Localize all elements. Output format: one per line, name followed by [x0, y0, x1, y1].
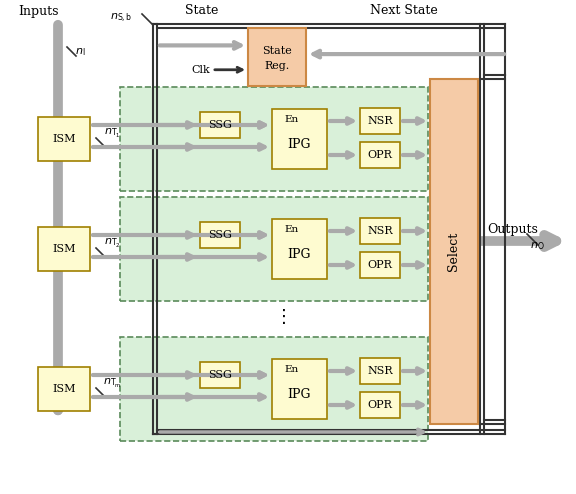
- Text: $n_\mathrm{I}$: $n_\mathrm{I}$: [75, 46, 85, 58]
- Text: SSG: SSG: [208, 370, 232, 380]
- Text: SSG: SSG: [208, 230, 232, 240]
- Text: State: State: [185, 4, 218, 17]
- Text: Next State: Next State: [370, 4, 438, 17]
- Bar: [120, 337, 428, 441]
- Text: $\vdots$: $\vdots$: [274, 306, 286, 326]
- Text: ISM: ISM: [52, 384, 76, 394]
- Text: $n_\mathrm{S,b}$: $n_\mathrm{S,b}$: [109, 11, 132, 25]
- Bar: [200, 222, 240, 248]
- Text: Select: Select: [448, 232, 460, 271]
- Text: En: En: [284, 224, 298, 234]
- Text: NSR: NSR: [367, 366, 393, 376]
- Text: IPG: IPG: [288, 388, 311, 402]
- Text: Reg.: Reg.: [264, 61, 290, 71]
- Bar: [360, 252, 400, 278]
- Text: IPG: IPG: [288, 138, 311, 152]
- Text: $n_{\mathrm{T_m}}$: $n_{\mathrm{T_m}}$: [103, 376, 122, 390]
- Bar: [272, 109, 327, 169]
- Bar: [200, 112, 240, 138]
- Text: OPR: OPR: [367, 400, 392, 410]
- Text: SSG: SSG: [208, 120, 232, 130]
- Text: ISM: ISM: [52, 134, 76, 144]
- Text: OPR: OPR: [367, 150, 392, 160]
- Text: Inputs: Inputs: [18, 5, 59, 18]
- Text: En: En: [284, 115, 298, 124]
- Text: NSR: NSR: [367, 116, 393, 126]
- Bar: [248, 28, 306, 86]
- Text: En: En: [284, 365, 298, 373]
- Bar: [430, 79, 478, 424]
- Text: $n_{\mathrm{T_2}}$: $n_{\mathrm{T_2}}$: [104, 237, 120, 249]
- Text: OPR: OPR: [367, 260, 392, 270]
- Bar: [272, 359, 327, 419]
- Bar: [38, 367, 90, 411]
- Text: NSR: NSR: [367, 226, 393, 236]
- Bar: [38, 227, 90, 271]
- Bar: [360, 108, 400, 134]
- Bar: [360, 142, 400, 168]
- Text: Clk: Clk: [191, 65, 210, 75]
- Text: $n_\mathrm{O}$: $n_\mathrm{O}$: [530, 240, 545, 252]
- Text: IPG: IPG: [288, 248, 311, 261]
- Text: ISM: ISM: [52, 244, 76, 254]
- Bar: [120, 197, 428, 301]
- Text: $n_{\mathrm{T_1}}$: $n_{\mathrm{T_1}}$: [104, 126, 120, 139]
- Bar: [200, 362, 240, 388]
- Text: Outputs: Outputs: [487, 223, 538, 237]
- Bar: [38, 117, 90, 161]
- Bar: [360, 218, 400, 244]
- Text: State: State: [262, 46, 292, 56]
- Bar: [360, 392, 400, 418]
- Bar: [120, 87, 428, 191]
- Bar: [272, 219, 327, 279]
- Bar: [360, 358, 400, 384]
